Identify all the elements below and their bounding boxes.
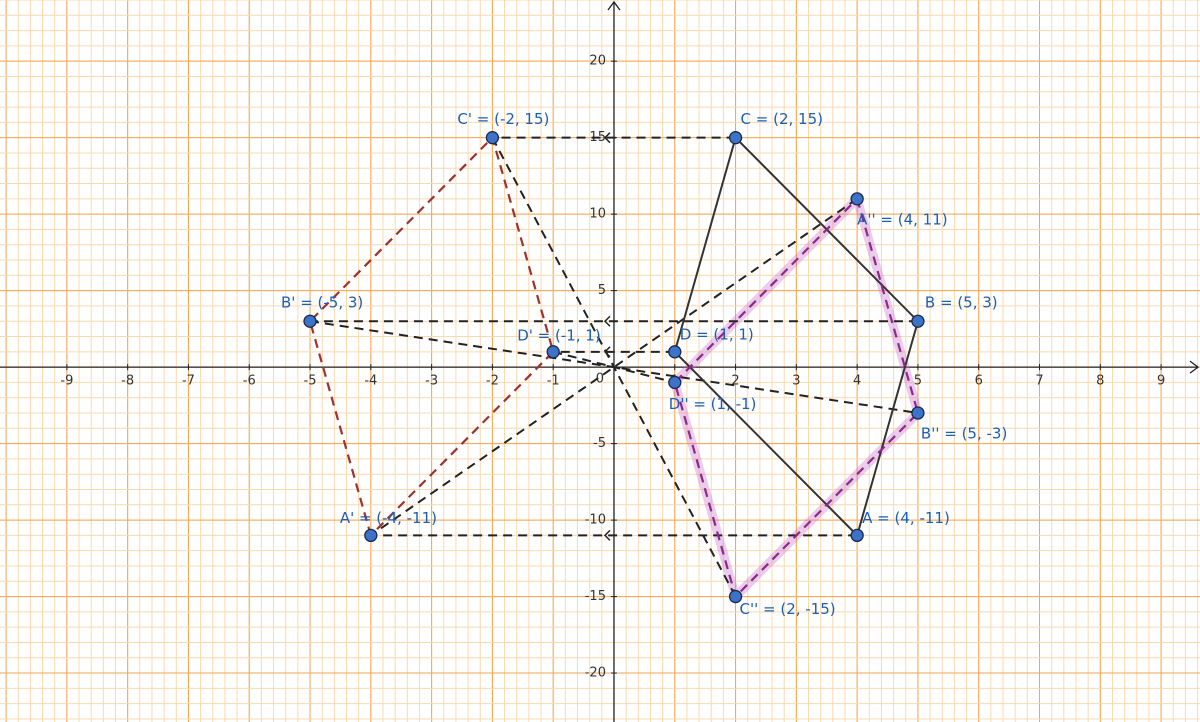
point [668,375,682,390]
point-label: C'' = (2, -15) [740,600,836,618]
point-label: A'' = (4, 11) [857,210,947,228]
point-label: D' = (-1, 1) [517,326,601,344]
point-label: D = (1, 1) [680,325,754,343]
point [668,345,682,359]
point-label: D'' = (1, -1) [669,395,757,413]
x-tick-label: 4 [853,374,861,389]
construction-line [552,350,676,384]
origin-label: 0 [596,372,604,387]
point-label: B' = (-5, 3) [281,294,363,312]
x-tick-label: 9 [1157,374,1165,389]
midpoint-marker [603,315,611,327]
x-tick-label: -4 [364,374,377,389]
y-tick-label: 10 [589,207,606,222]
point [303,314,317,328]
point-label: A = (4, -11) [862,509,950,527]
x-tick-label: -7 [182,374,195,389]
y-tick-label: -15 [585,589,606,604]
x-tick-label: 8 [1096,374,1104,389]
x-tick-label: -8 [121,374,134,389]
midpoint-marker [603,529,611,541]
point [728,589,743,604]
x-tick-label: 2 [731,374,739,389]
y-tick-label: 5 [598,283,606,298]
y-tick-label: -20 [585,666,606,681]
y-axis-arrow [607,0,621,11]
point-label: C = (2, 15) [741,110,823,128]
point-label: C' = (-2, 15) [457,110,549,128]
point [364,528,378,543]
point [911,406,925,420]
construction-line [370,198,858,537]
x-tick-label: -2 [486,374,499,389]
x-tick-label: -5 [304,374,317,389]
x-tick-label: 7 [1035,374,1043,389]
x-tick-label: 6 [975,374,983,389]
point-label: B'' = (5, -3) [921,425,1007,443]
y-tick-label: -5 [593,436,606,451]
point [728,131,743,145]
x-axis-arrow [1189,360,1200,374]
x-tick-label: -6 [243,374,256,389]
point [911,314,925,328]
midpoint-marker [603,346,611,358]
point-label: B = (5, 3) [925,294,998,312]
point [850,192,864,206]
x-tick-label: -9 [60,374,73,389]
y-tick-label: 20 [589,54,606,69]
point [546,345,560,359]
x-tick-label: -1 [547,374,560,389]
x-tick-label: 3 [792,374,800,389]
point-label: A' = (-4, -11) [340,509,437,527]
y-tick-label: -10 [585,513,606,528]
point [850,528,864,543]
point [485,131,500,145]
midpoint-marker [603,132,611,144]
x-tick-label: -3 [425,374,438,389]
x-tick-label: 5 [914,374,922,389]
